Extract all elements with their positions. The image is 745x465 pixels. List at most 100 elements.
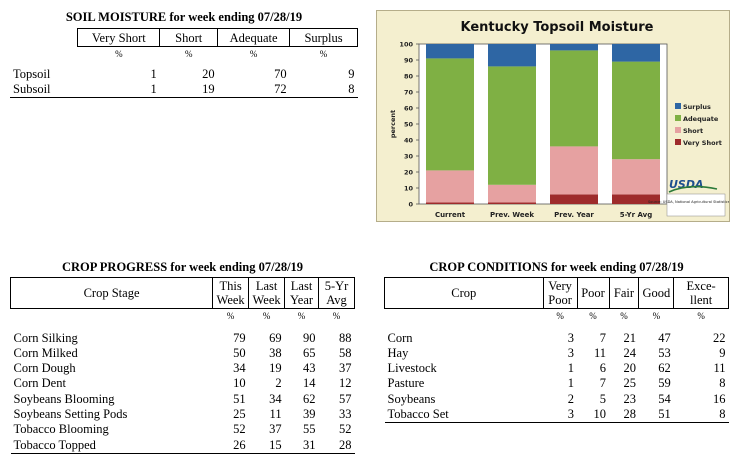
y-tick-label: 20 bbox=[404, 169, 414, 177]
row-label: Tobacco Topped bbox=[10, 437, 213, 454]
cell: 14 bbox=[303, 376, 316, 391]
cell: 51 bbox=[233, 391, 246, 406]
cell: 21 bbox=[623, 330, 636, 345]
cell: 16 bbox=[713, 391, 726, 406]
col-header: Last Year bbox=[284, 277, 320, 309]
cell: 65 bbox=[303, 345, 316, 360]
cell: 3 bbox=[567, 330, 575, 345]
cell: 1 bbox=[567, 376, 575, 391]
y-tick-label: 0 bbox=[408, 201, 413, 209]
kentucky-topsoil-moisture-chart: Kentucky Topsoil Moisture 0 10 20 30 40 50 60 70… bbox=[376, 10, 730, 222]
cell: 20 bbox=[202, 66, 215, 81]
col-header: 5-Yr Avg bbox=[318, 277, 355, 309]
cell: 5 bbox=[599, 391, 607, 406]
cell: 52 bbox=[233, 422, 246, 437]
col-header: Very Poor bbox=[542, 277, 578, 309]
table-row: Corn Dough 34 19 43 37 bbox=[11, 361, 355, 376]
cell: 19 bbox=[269, 361, 282, 376]
row-label: Corn Silking bbox=[13, 330, 78, 345]
unit-label: % bbox=[319, 49, 328, 59]
cell: 57 bbox=[339, 391, 352, 406]
y-tick-label: 90 bbox=[404, 57, 414, 65]
x-tick-label: Prev. Year bbox=[554, 211, 594, 219]
table-row: Corn Milked 50 38 65 58 bbox=[11, 346, 355, 361]
chart-title: Kentucky Topsoil Moisture bbox=[461, 20, 654, 35]
table-row: Pasture 1 7 25 59 8 bbox=[385, 376, 729, 391]
crop-progress-unit-row: % % % % bbox=[11, 309, 355, 331]
row-label: Pasture bbox=[387, 376, 425, 391]
unit-label: % bbox=[297, 311, 306, 321]
legend-swatch bbox=[675, 127, 681, 133]
crop-header: Crop bbox=[384, 277, 544, 309]
col-header: Poor bbox=[576, 277, 610, 309]
soil-moisture-table: Very Short Short Adequate Surplus % % % … bbox=[10, 28, 358, 99]
table-row: Tobacco Blooming 52 37 55 52 bbox=[11, 422, 355, 437]
cell: 31 bbox=[284, 437, 319, 454]
cell: 11 bbox=[269, 406, 282, 421]
table-row: Tobacco Set 3 10 28 51 8 bbox=[384, 406, 729, 424]
bar-segment bbox=[488, 202, 536, 204]
cell: 1 bbox=[77, 81, 160, 99]
table-row: Tobacco Topped 26 15 31 28 bbox=[10, 437, 355, 454]
cell: 88 bbox=[339, 330, 352, 345]
cell: 58 bbox=[339, 345, 352, 360]
cell: 11 bbox=[593, 345, 607, 360]
crop-progress-table: Crop Stage This Week Last Week Last Year 5-… bbox=[9, 277, 355, 454]
crop-conditions-unit-row: % % % % % bbox=[385, 309, 729, 331]
bar-segment bbox=[488, 184, 536, 203]
cell: 10 bbox=[233, 376, 246, 391]
usda-source-box bbox=[666, 193, 726, 217]
crop-progress-block: CROP PROGRESS for week ending 07/28/19 C… bbox=[9, 259, 355, 454]
bar-segment bbox=[488, 66, 536, 185]
col-header: Last Week bbox=[248, 277, 286, 309]
table-row: Soybeans 2 5 23 54 16 bbox=[385, 392, 729, 407]
table-row: Hay 3 11 24 53 9 bbox=[385, 346, 729, 361]
x-tick-label: 5-Yr Avg bbox=[620, 211, 652, 219]
col-header: Adequate bbox=[217, 28, 291, 47]
crop-progress-body: Corn Silking 79 69 90 88 Corn Milked 50 38 65 58 C… bbox=[10, 331, 355, 454]
cell: 47 bbox=[658, 330, 671, 345]
row-label: Corn Dough bbox=[13, 361, 76, 376]
cell: 8 bbox=[719, 376, 726, 391]
unit-label: % bbox=[332, 311, 341, 321]
bar-segment bbox=[612, 61, 660, 160]
legend-label: Surplus bbox=[683, 103, 711, 111]
cell: 8 bbox=[673, 406, 729, 424]
row-label: Corn bbox=[387, 330, 413, 345]
bar-segment bbox=[550, 44, 598, 51]
cell: 69 bbox=[269, 330, 282, 345]
cell: 2 bbox=[275, 376, 282, 391]
unit-label: % bbox=[262, 311, 271, 321]
cell: 34 bbox=[233, 361, 246, 376]
cell: 25 bbox=[623, 376, 636, 391]
table-row: Corn 3 7 21 47 22 bbox=[385, 331, 729, 346]
bar-segment bbox=[426, 44, 474, 59]
bar-segment bbox=[612, 194, 660, 204]
cell: 52 bbox=[339, 422, 352, 437]
cell: 37 bbox=[339, 361, 352, 376]
crop-conditions-body: Corn 3 7 21 47 22 Hay 3 11 24 53 9 Livestock 1 6 20 62 11… bbox=[384, 331, 729, 424]
y-tick-label: 80 bbox=[404, 73, 414, 81]
cell: 7 bbox=[599, 376, 607, 391]
cell: 62 bbox=[303, 391, 316, 406]
table-row: Corn Silking 79 69 90 88 bbox=[11, 331, 355, 346]
table-row: Soybeans Setting Pods 25 11 39 33 bbox=[11, 407, 355, 422]
row-label: Soybeans bbox=[387, 391, 436, 406]
cell: 55 bbox=[303, 422, 316, 437]
cell: 90 bbox=[303, 330, 316, 345]
cell: 9 bbox=[348, 66, 355, 81]
crop-conditions-title: CROP CONDITIONS for week ending 07/28/19 bbox=[429, 260, 684, 274]
table-row: Soybeans Blooming 51 34 62 57 bbox=[11, 392, 355, 407]
unit-label: % bbox=[115, 49, 123, 59]
crop-conditions-header-row: Crop Very Poor Poor Fair Good Exce-llent bbox=[384, 277, 729, 309]
table-row: Livestock 1 6 20 62 11 bbox=[385, 361, 729, 376]
row-label: Livestock bbox=[387, 361, 437, 376]
cell: 12 bbox=[339, 376, 352, 391]
cell: 24 bbox=[623, 345, 636, 360]
cell: 38 bbox=[269, 345, 282, 360]
unit-label: % bbox=[620, 311, 628, 321]
cell: 34 bbox=[269, 391, 282, 406]
cell: 3 bbox=[567, 345, 575, 360]
cell: 6 bbox=[599, 361, 607, 376]
soil-moisture-block: SOIL MOISTURE for week ending 07/28/19 V… bbox=[10, 9, 358, 99]
